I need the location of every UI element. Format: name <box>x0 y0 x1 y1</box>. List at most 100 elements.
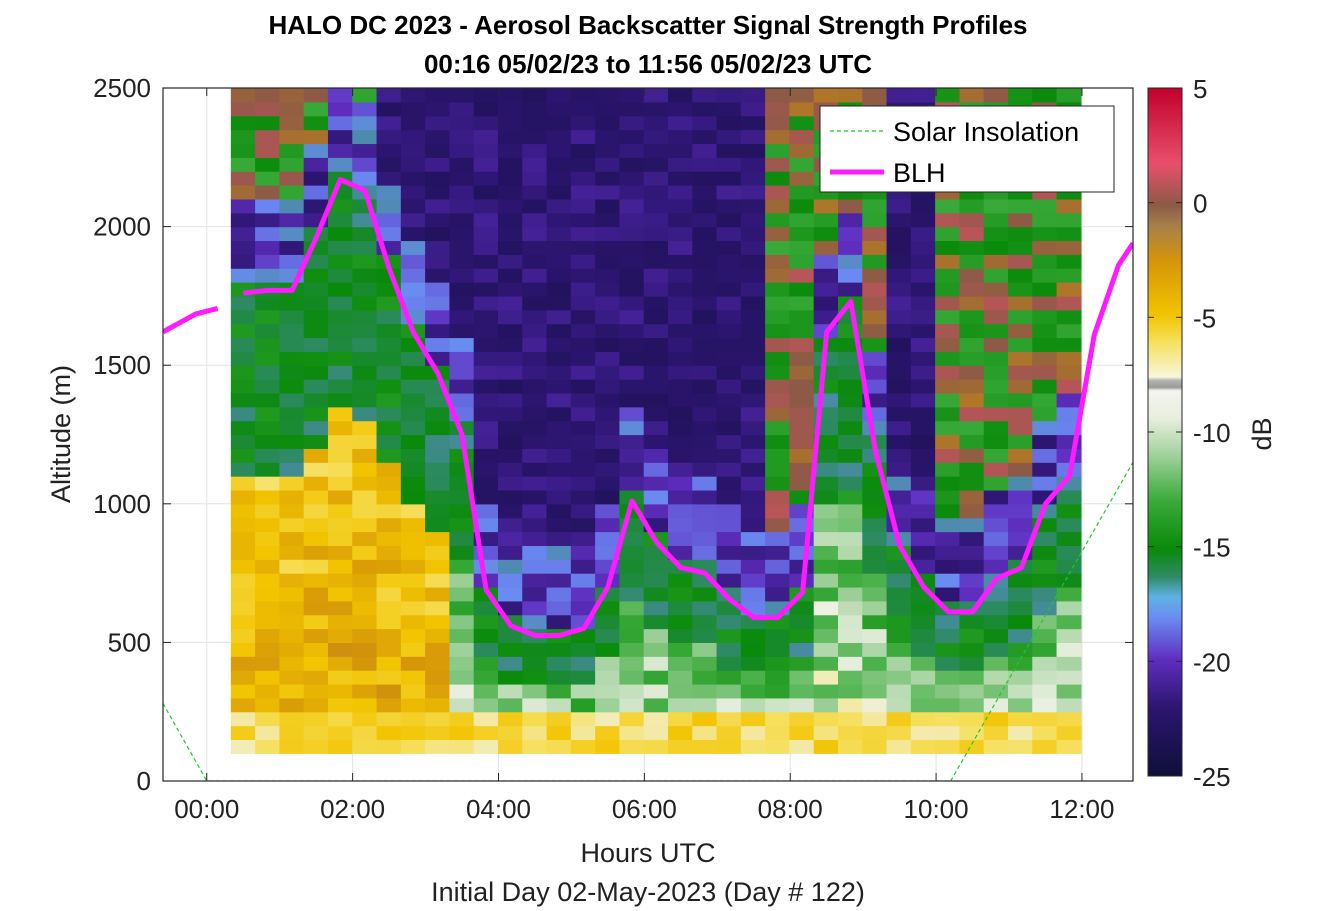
heatmap-cell <box>862 683 888 699</box>
heatmap-cell <box>425 282 451 297</box>
heatmap-cell <box>740 517 766 533</box>
heatmap-cell <box>570 711 596 727</box>
heatmap-cell <box>522 697 548 713</box>
heatmap-cell <box>910 628 936 643</box>
heatmap-cell <box>546 642 572 657</box>
heatmap-cell <box>910 198 936 214</box>
heatmap-cell <box>522 129 548 145</box>
heatmap-cell <box>376 517 402 533</box>
heatmap-cell <box>1007 503 1033 519</box>
heatmap-cell <box>327 406 353 422</box>
heatmap-cell <box>619 711 645 727</box>
heatmap-cell <box>425 212 451 228</box>
heatmap-cell <box>352 503 378 519</box>
heatmap-cell <box>497 254 523 269</box>
heatmap-cell <box>667 268 693 283</box>
heatmap-cell <box>692 115 718 131</box>
heatmap-cell <box>643 656 669 671</box>
heatmap-cell <box>910 420 936 436</box>
heatmap-cell <box>765 642 791 657</box>
heatmap-cell <box>886 420 912 436</box>
heatmap-cell <box>279 559 305 574</box>
heatmap-cell <box>279 351 305 366</box>
heatmap-cell <box>327 559 353 574</box>
heatmap-cell <box>692 462 718 477</box>
heatmap-cell <box>959 725 985 741</box>
heatmap-cell <box>522 185 548 200</box>
heatmap-cell <box>473 226 499 242</box>
heatmap-cell <box>716 198 742 214</box>
heatmap-cell <box>546 503 572 519</box>
heatmap-cell <box>376 185 402 200</box>
heatmap-cell <box>522 157 548 172</box>
heatmap-cell <box>352 406 378 422</box>
heatmap-cell <box>473 268 499 283</box>
heatmap-cell <box>400 600 426 616</box>
heatmap-cell <box>813 365 839 380</box>
heatmap-cell <box>765 115 791 131</box>
heatmap-cell <box>230 309 256 325</box>
heatmap-cell <box>255 586 280 602</box>
heatmap-cell <box>546 670 572 685</box>
heatmap-cell <box>230 88 256 103</box>
heatmap-cell <box>352 545 378 560</box>
heatmap-cell <box>400 628 426 643</box>
heatmap-cell <box>570 586 596 602</box>
heatmap-cell <box>813 282 839 297</box>
heatmap-cell <box>279 614 305 630</box>
heatmap-cell <box>1032 656 1058 671</box>
heatmap-cell <box>400 683 426 699</box>
heatmap-cell <box>425 448 451 463</box>
backscatter-heatmap <box>230 88 1082 754</box>
heatmap-cell <box>1056 614 1082 630</box>
heatmap-cell <box>230 101 256 117</box>
heatmap-cell <box>473 462 499 477</box>
heatmap-cell <box>327 517 353 533</box>
heatmap-cell <box>595 185 621 200</box>
heatmap-cell <box>255 462 280 477</box>
heatmap-cell <box>910 406 936 422</box>
heatmap-cell <box>862 226 888 242</box>
heatmap-cell <box>1032 226 1058 242</box>
heatmap-cell <box>935 434 961 449</box>
heatmap-cell <box>740 212 766 228</box>
heatmap-cell <box>813 670 839 685</box>
heatmap-cell <box>862 268 888 283</box>
heatmap-cell <box>862 545 888 560</box>
heatmap-cell <box>497 351 523 366</box>
heatmap-cell <box>570 503 596 519</box>
heatmap-cell <box>935 711 961 727</box>
heatmap-cell <box>716 462 742 477</box>
heatmap-cell <box>862 739 888 754</box>
heatmap-cell <box>692 670 718 685</box>
heatmap-cell <box>789 545 815 560</box>
heatmap-cell <box>910 683 936 699</box>
heatmap-cell <box>449 171 475 186</box>
heatmap-cell <box>740 129 766 145</box>
heatmap-cell <box>327 115 353 131</box>
heatmap-cell <box>255 559 280 574</box>
heatmap-cell <box>983 406 1009 422</box>
heatmap-cell <box>303 448 329 463</box>
heatmap-cell <box>886 337 912 352</box>
heatmap-cell <box>352 351 378 366</box>
heatmap-cell <box>1032 531 1058 546</box>
heatmap-cell <box>789 379 815 394</box>
heatmap-cell <box>449 600 475 616</box>
heatmap-cell <box>595 198 621 214</box>
heatmap-cell <box>230 337 256 352</box>
heatmap-cell <box>449 198 475 214</box>
heatmap-cell <box>813 295 839 311</box>
heatmap-cell <box>765 323 791 339</box>
heatmap-cell <box>497 226 523 242</box>
heatmap-cell <box>522 503 548 519</box>
heatmap-cell <box>959 420 985 436</box>
heatmap-cell <box>667 628 693 643</box>
heatmap-cell <box>546 573 572 588</box>
heatmap-cell <box>230 489 256 505</box>
heatmap-cell <box>765 143 791 158</box>
blh-line <box>163 305 219 335</box>
heatmap-cell <box>667 573 693 588</box>
heatmap-cell <box>1056 586 1082 602</box>
heatmap-cell <box>886 670 912 685</box>
